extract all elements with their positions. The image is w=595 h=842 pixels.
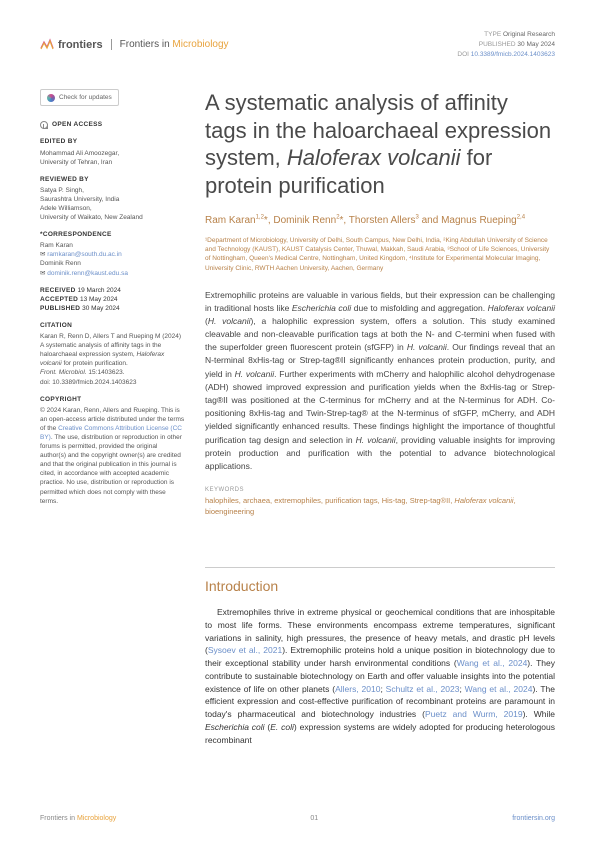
header-meta: TYPE Original Research PUBLISHED 30 May … [457, 30, 555, 59]
doi-link[interactable]: 10.3389/fmicb.2024.1403623 [471, 51, 555, 58]
editor-affil: University of Tehran, Iran [40, 158, 185, 167]
keywords-label: KEYWORDS [205, 487, 555, 493]
crossmark-icon [47, 94, 55, 102]
main: Check for updates OPEN ACCESS EDITED BY … [0, 69, 595, 746]
footer-link[interactable]: frontiersin.org [512, 815, 555, 822]
reviewer-name: Satya P. Singh, [40, 186, 185, 195]
reviewer-name: Adele Williamson, [40, 204, 185, 213]
reviewer-affil: Saurashtra University, India [40, 195, 185, 204]
copyright-text: © 2024 Karan, Renn, Allers and Rueping. … [40, 406, 185, 506]
footer-journal: Frontiers in Microbiology [40, 815, 116, 822]
corr-email-link[interactable]: dominik.renn@kaust.edu.sa [47, 270, 128, 277]
corr-email-link[interactable]: ramkaran@south.du.ac.in [47, 251, 122, 258]
page-number: 01 [310, 815, 318, 822]
logo-text: frontiers [58, 39, 103, 51]
publisher-logo: frontiers [40, 38, 103, 52]
journal-name: Frontiers in Microbiology [111, 39, 229, 50]
check-updates-button[interactable]: Check for updates [40, 89, 119, 106]
body-paragraph: Extremophiles thrive in extreme physical… [205, 606, 555, 746]
affiliations: ¹Department of Microbiology, University … [205, 236, 555, 272]
editor-name: Mohammad Ali Amoozegar, [40, 149, 185, 158]
article-title: A systematic analysis of affinity tags i… [205, 89, 555, 199]
keywords: halophiles, archaea, extremophiles, puri… [205, 496, 555, 517]
copyright-label: COPYRIGHT [40, 395, 185, 404]
content: A systematic analysis of affinity tags i… [205, 89, 555, 746]
citation-label: CITATION [40, 321, 185, 330]
page-header: frontiers Frontiers in Microbiology TYPE… [0, 0, 595, 69]
section-title-introduction: Introduction [205, 567, 555, 594]
authors: Ram Karan1,2*, Dominik Renn2*, Thorsten … [205, 213, 555, 228]
page-footer: Frontiers in Microbiology 01 frontiersin… [0, 807, 595, 842]
open-access-icon [40, 121, 48, 129]
frontiers-icon [40, 38, 54, 52]
corr-name: Dominik Renn [40, 259, 185, 268]
header-left: frontiers Frontiers in Microbiology [40, 30, 229, 59]
abstract: Extremophilic proteins are valuable in v… [205, 289, 555, 473]
reviewed-by-label: REVIEWED BY [40, 175, 185, 184]
open-access-badge: OPEN ACCESS [40, 120, 185, 129]
reviewer-affil: University of Waikato, New Zealand [40, 213, 185, 222]
sidebar: Check for updates OPEN ACCESS EDITED BY … [40, 89, 185, 746]
corr-name: Ram Karan [40, 241, 185, 250]
citation-text: Karan R, Renn D, Allers T and Rueping M … [40, 332, 185, 368]
edited-by-label: EDITED BY [40, 137, 185, 146]
correspondence-label: *CORRESPONDENCE [40, 230, 185, 239]
